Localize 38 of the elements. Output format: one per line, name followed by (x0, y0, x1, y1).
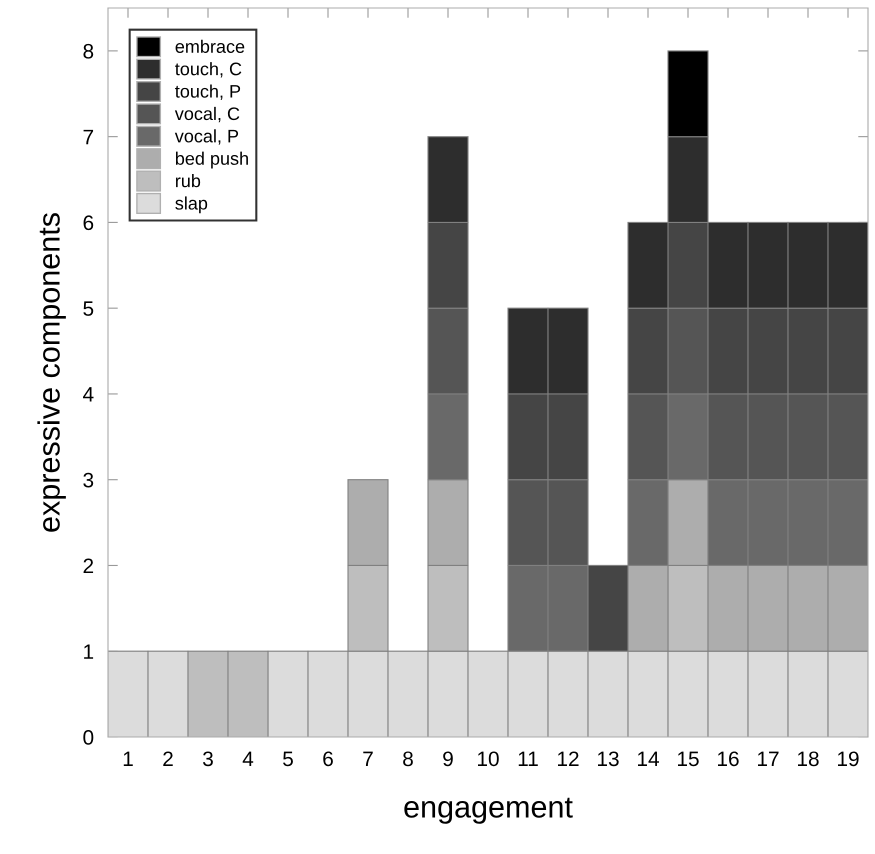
legend-label: vocal, P (174, 129, 238, 145)
y-tick-label: 6 (84, 215, 94, 230)
y-tick-label: 5 (83, 301, 94, 316)
x-tick-label: 3 (203, 751, 213, 766)
legend-label: slap (175, 196, 208, 214)
x-tick-label: 7 (363, 752, 373, 766)
y-tick-label: 4 (83, 387, 94, 402)
x-tick-label: 8 (403, 751, 413, 766)
legend-label: touch, P (175, 84, 240, 100)
x-axis-title: engagement (404, 798, 573, 824)
x-tick-label: 19 (838, 751, 859, 766)
x-tick-label: 1 (124, 752, 133, 766)
legend-label: rub (176, 174, 200, 188)
x-tick-label: 13 (598, 751, 619, 766)
y-axis-title: expressive components (37, 213, 66, 532)
y-tick-label: 3 (83, 472, 94, 488)
x-tick-label: 2 (163, 751, 173, 766)
legend-label: bed push (176, 152, 248, 168)
x-tick-label: 6 (323, 751, 333, 766)
y-tick-label: 1 (84, 644, 94, 659)
x-tick-label: 9 (443, 751, 453, 766)
x-tick-label: 15 (678, 752, 699, 766)
legend-label: embrace (176, 40, 244, 53)
x-tick-label: 5 (283, 752, 293, 766)
x-tick-label: 12 (558, 751, 579, 766)
x-tick-label: 10 (478, 751, 499, 766)
x-tick-label: 4 (242, 752, 254, 766)
x-tick-label: 11 (518, 752, 538, 766)
y-tick-label: 8 (83, 44, 94, 59)
x-tick-label: 14 (638, 752, 659, 766)
legend-label: touch, C (175, 62, 242, 78)
y-tick-label: 2 (84, 558, 94, 574)
y-tick-label: 7 (84, 130, 94, 144)
x-tick-label: 18 (798, 751, 819, 766)
y-tick-label: 0 (83, 730, 94, 745)
legend-label: vocal, C (174, 106, 240, 122)
x-tick-label: 16 (718, 751, 739, 766)
x-tick-label: 17 (758, 752, 779, 766)
